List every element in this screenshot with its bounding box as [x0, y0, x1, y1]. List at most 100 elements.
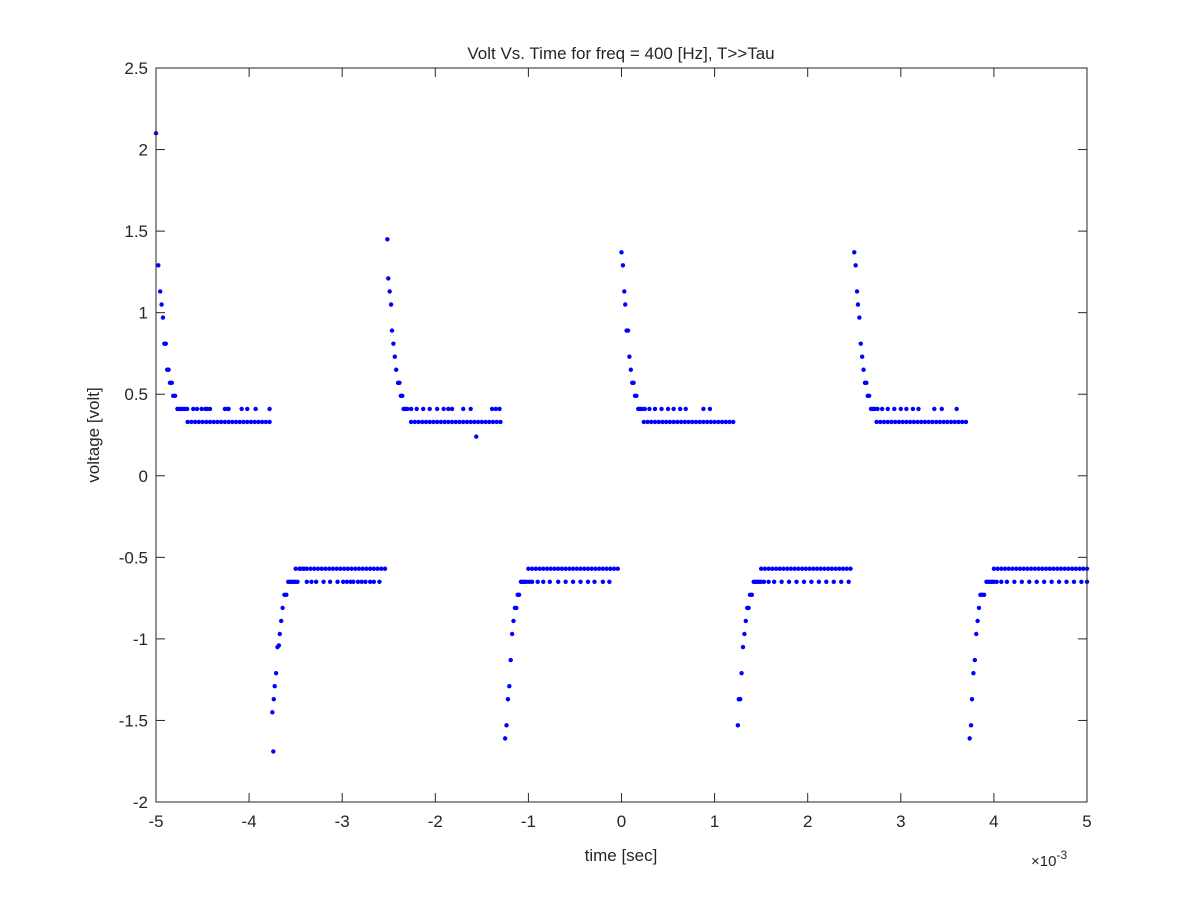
data-point	[731, 419, 736, 425]
data-point	[218, 419, 224, 425]
data-point	[1004, 579, 1010, 584]
data-point	[541, 566, 546, 571]
data-point	[160, 315, 166, 320]
data-point	[874, 419, 879, 425]
data-point	[490, 419, 496, 425]
data-point	[335, 579, 340, 584]
x-axis-exponent-base: ×10	[1031, 853, 1056, 870]
data-point	[900, 419, 905, 425]
data-point	[497, 406, 502, 412]
data-point	[766, 566, 771, 571]
data-point	[981, 592, 987, 598]
data-point	[1066, 566, 1071, 571]
data-point	[191, 406, 196, 412]
data-point	[941, 419, 946, 425]
data-point	[852, 250, 857, 255]
data-point	[1062, 566, 1067, 571]
data-point	[245, 419, 250, 425]
data-point	[389, 328, 395, 333]
data-points	[153, 131, 1090, 754]
data-point	[544, 566, 550, 571]
data-point	[253, 406, 258, 412]
data-point	[313, 579, 319, 584]
data-point	[449, 419, 455, 425]
data-point	[916, 406, 921, 412]
data-point	[866, 393, 872, 399]
data-point	[600, 566, 606, 571]
data-point	[548, 566, 553, 571]
data-point	[393, 367, 399, 372]
data-point	[647, 406, 652, 412]
data-point	[504, 723, 509, 728]
data-point	[1002, 566, 1008, 571]
data-point	[408, 406, 414, 412]
data-point	[839, 579, 844, 584]
data-point	[777, 566, 782, 571]
data-point	[319, 566, 324, 571]
data-point	[563, 579, 568, 584]
data-point	[671, 406, 676, 412]
data-point	[442, 419, 447, 425]
data-point	[607, 579, 612, 584]
data-point	[822, 566, 827, 571]
data-point	[427, 406, 432, 412]
data-point	[620, 263, 626, 268]
data-point	[163, 341, 168, 346]
data-point	[279, 618, 284, 624]
data-point	[185, 419, 190, 425]
data-point	[487, 419, 492, 425]
data-point	[697, 419, 702, 425]
data-point	[788, 566, 794, 571]
data-point	[592, 579, 597, 584]
data-point	[248, 419, 254, 425]
data-point	[446, 406, 451, 412]
data-point	[434, 419, 440, 425]
data-point	[252, 419, 257, 425]
data-point	[799, 566, 805, 571]
data-point	[446, 419, 451, 425]
data-point	[559, 566, 565, 571]
data-point	[567, 566, 572, 571]
data-point	[271, 749, 276, 754]
data-point	[391, 341, 396, 346]
data-point	[682, 419, 688, 425]
data-point	[608, 566, 613, 571]
data-point	[596, 566, 602, 571]
data-point	[645, 419, 650, 425]
data-point	[858, 341, 863, 346]
data-point	[652, 406, 658, 412]
data-point	[889, 419, 894, 425]
data-point	[967, 736, 972, 741]
data-point	[1043, 566, 1049, 571]
data-point	[321, 579, 326, 584]
data-point	[660, 419, 665, 425]
data-point	[910, 406, 916, 412]
data-point	[526, 566, 531, 571]
data-point	[1025, 566, 1030, 571]
x-axis-exponent-power: -3	[1056, 848, 1067, 862]
y-tick-label: -1.5	[119, 711, 148, 730]
data-point	[505, 697, 511, 702]
data-point	[309, 579, 314, 584]
data-point	[555, 579, 561, 584]
data-point	[529, 579, 535, 584]
data-point	[667, 419, 673, 425]
data-point	[1079, 579, 1084, 584]
data-point	[930, 419, 935, 425]
data-point	[334, 566, 339, 571]
data-point	[968, 723, 974, 728]
data-point	[489, 406, 495, 412]
data-point	[960, 419, 965, 425]
data-point	[507, 683, 512, 689]
data-point	[308, 566, 313, 571]
data-point	[665, 406, 671, 412]
y-tick-label: -2	[133, 793, 148, 812]
data-point	[824, 579, 829, 584]
data-point	[508, 657, 513, 663]
data-point	[735, 723, 741, 728]
data-point	[758, 566, 764, 571]
data-point	[382, 566, 388, 571]
data-point	[809, 579, 814, 584]
data-point	[230, 419, 235, 425]
